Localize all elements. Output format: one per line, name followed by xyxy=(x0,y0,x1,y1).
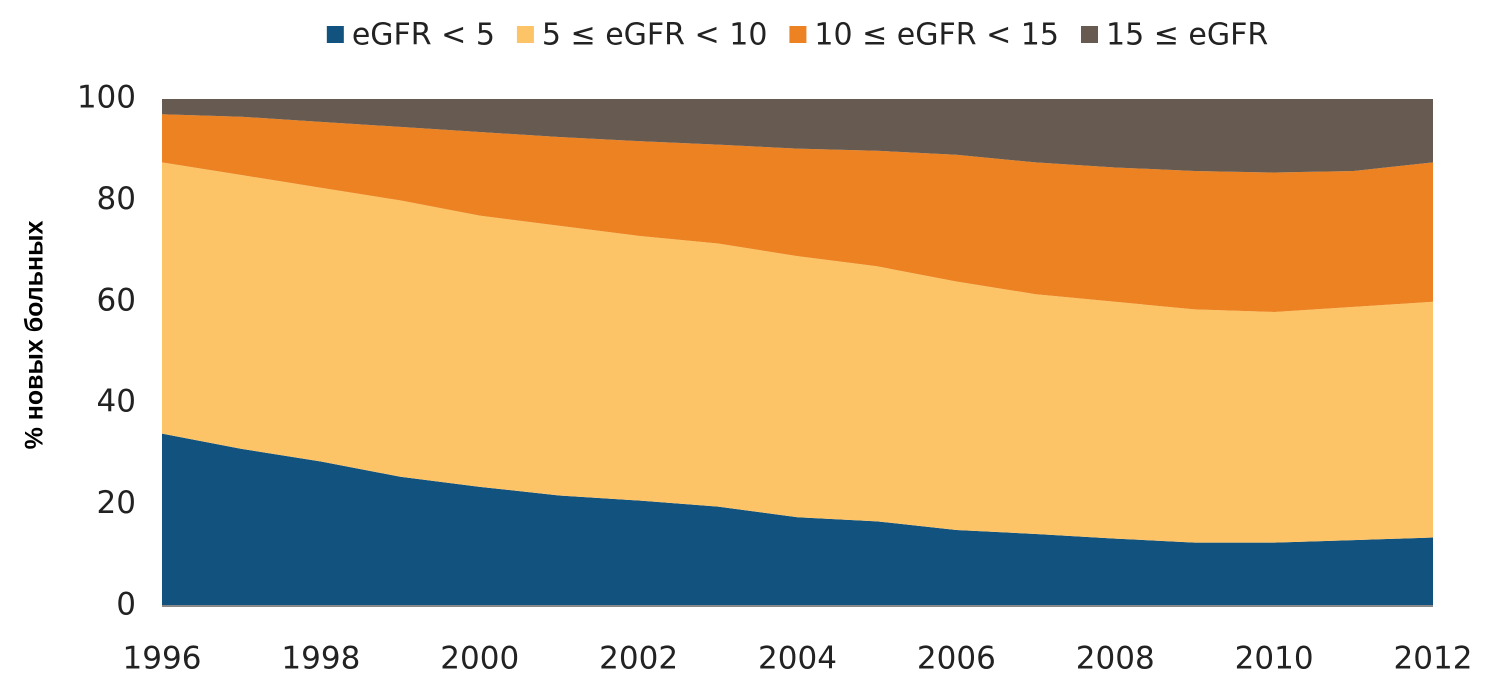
x-tick-label: 2002 xyxy=(599,641,678,677)
legend-label: 10 ≤ eGFR < 15 xyxy=(814,18,1059,53)
legend-label: 15 ≤ eGFR xyxy=(1106,18,1268,53)
y-tick-label: 0 xyxy=(116,587,136,623)
legend-swatch xyxy=(789,26,807,43)
area xyxy=(162,162,1433,543)
y-tick-label: 60 xyxy=(97,282,136,318)
area xyxy=(162,99,1433,173)
legend-label: eGFR < 5 xyxy=(352,18,495,53)
y-tick-label: 20 xyxy=(97,485,136,521)
x-tick-label: 2008 xyxy=(1076,641,1155,677)
y-tick-label: 100 xyxy=(77,80,136,116)
x-tick-label: 1996 xyxy=(123,641,202,677)
x-tick-label: 2012 xyxy=(1394,641,1473,677)
area xyxy=(162,114,1433,312)
legend-label: 5 ≤ eGFR < 10 xyxy=(542,18,767,53)
y-tick-label: 40 xyxy=(97,384,136,420)
x-tick-label: 1998 xyxy=(281,641,360,677)
x-tick-label: 2006 xyxy=(917,641,996,677)
area xyxy=(162,433,1433,606)
legend-swatch xyxy=(326,26,344,43)
legend-swatch xyxy=(1080,26,1098,43)
x-tick-label: 2010 xyxy=(1235,641,1314,677)
x-tick-label: 2004 xyxy=(758,641,837,677)
legend-swatch xyxy=(516,26,534,43)
y-tick-label: 80 xyxy=(97,181,136,217)
x-tick-label: 2000 xyxy=(440,641,519,677)
y-axis-label: % новых больных xyxy=(21,221,49,450)
